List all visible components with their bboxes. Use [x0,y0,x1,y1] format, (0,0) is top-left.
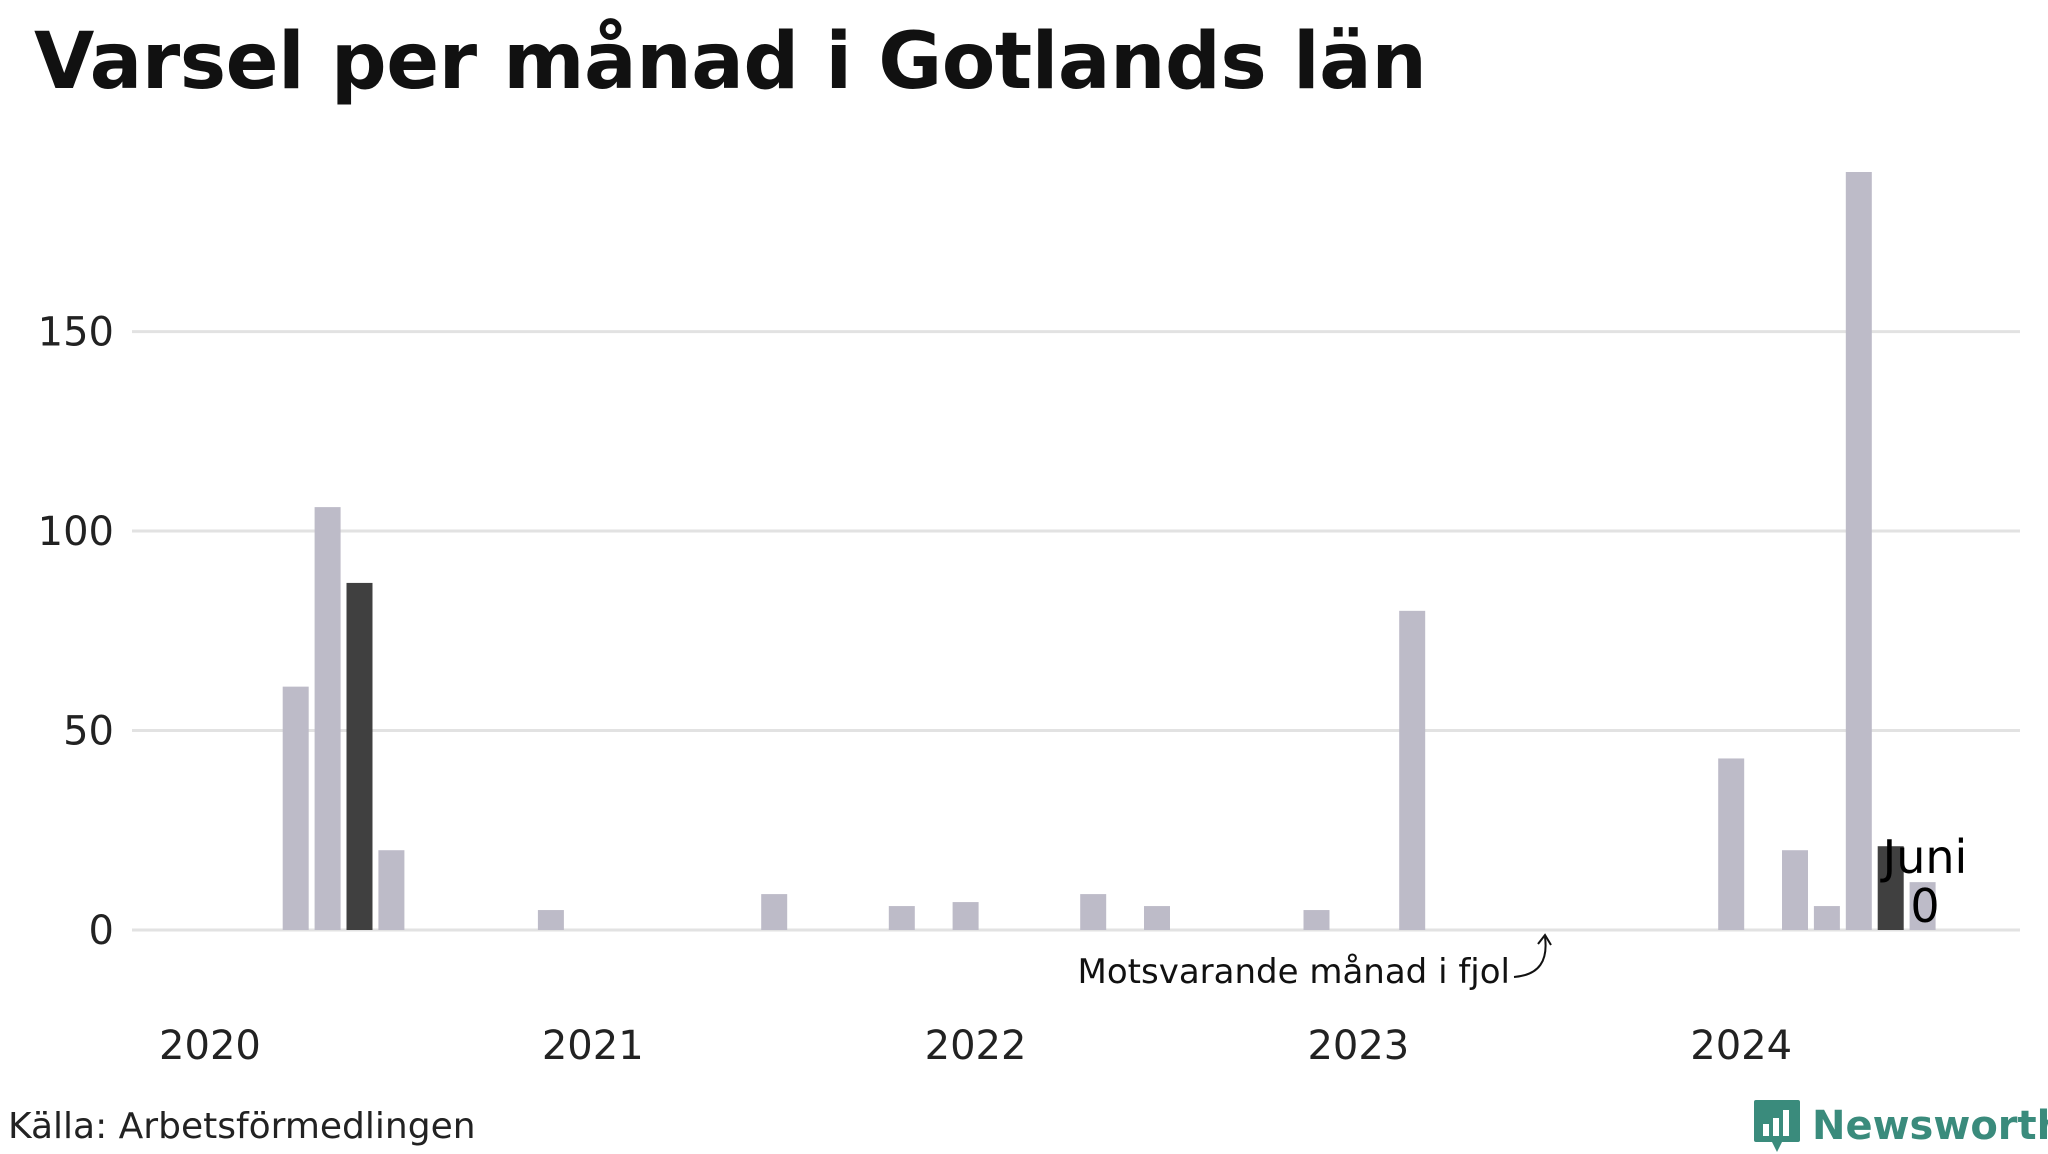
bar [1877,846,1904,930]
annotation-text: Motsvarande månad i fjol [1078,952,1510,992]
newsworthy-logo-icon [1754,1100,1800,1152]
bar [1813,906,1840,930]
bar [1080,894,1107,930]
brand-logo[interactable]: Newsworthy [1752,1098,2048,1154]
x-tick-label: 2022 [925,1023,1027,1069]
y-tick-label: 100 [38,509,114,555]
x-tick-label: 2020 [159,1023,261,1069]
y-axis-ticks: 0 50 100 150 [38,310,114,954]
annotation: Motsvarande månad i fjol [1078,933,1552,992]
last-label-value: 0 [1910,879,1939,933]
annotation-arrowhead [1537,933,1552,946]
x-tick-label: 2023 [1307,1023,1409,1069]
bar [1399,610,1426,930]
bar [1718,758,1745,930]
bar [314,507,341,930]
x-axis-ticks: 2020 2021 2022 2023 2024 [159,1023,1792,1069]
annotation-arrow [1513,936,1547,978]
bars [282,172,1936,930]
last-value-label: Juni 0 [1880,830,1968,933]
last-label-month: Juni [1880,830,1968,884]
bar [346,582,373,930]
bar [1144,906,1170,930]
bar [282,686,309,930]
bar [888,906,915,930]
brand-name: Newsworthy [1812,1103,2048,1149]
source-credit: Källa: Arbetsförmedlingen [8,1106,476,1147]
bar [952,902,979,930]
bar [1303,910,1330,930]
y-tick-label: 150 [38,310,114,356]
grid-lines [132,330,2020,932]
x-tick-label: 2024 [1690,1023,1792,1069]
bar [1782,850,1808,930]
x-tick-label: 2021 [542,1023,644,1069]
bar [537,910,564,930]
bar [1909,882,1936,930]
bar [1845,172,1872,930]
bar [761,894,788,930]
y-tick-label: 0 [89,908,114,954]
bar [378,850,405,930]
chart-title: Varsel per månad i Gotlands län [34,17,1427,107]
y-tick-label: 50 [63,709,114,755]
